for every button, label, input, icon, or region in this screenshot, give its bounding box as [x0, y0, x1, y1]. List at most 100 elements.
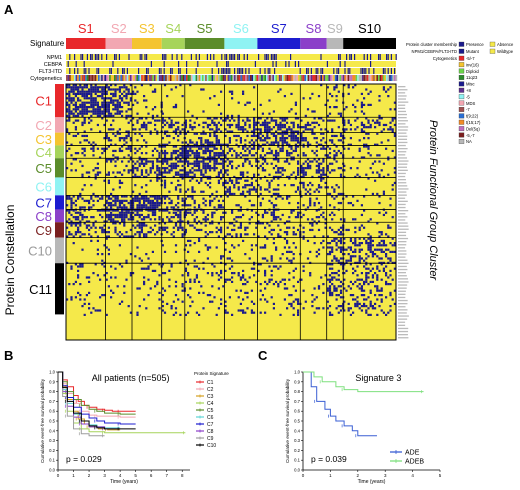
- heat-cell: [331, 134, 334, 138]
- heat-cell: [163, 184, 167, 187]
- heat-cell: [220, 158, 223, 161]
- heat-cell: [322, 132, 325, 135]
- heat-cell: [358, 175, 361, 179]
- annotation-tick: [384, 68, 386, 74]
- heat-cell: [233, 272, 236, 275]
- heat-cell: [220, 231, 223, 234]
- heat-cell: [114, 84, 117, 87]
- heat-cell: [294, 216, 297, 219]
- heat-cell: [112, 204, 115, 207]
- heat-cell: [382, 267, 385, 270]
- heat-cell: [163, 132, 167, 135]
- heat-cell: [174, 294, 178, 297]
- heat-cell: [166, 160, 169, 163]
- heat-cell: [200, 147, 203, 150]
- heat-cell: [367, 92, 370, 95]
- heat-cell: [253, 132, 256, 135]
- heat-cell: [380, 117, 383, 120]
- heat-cell: [184, 147, 187, 150]
- heat-cell: [168, 134, 171, 138]
- heat-cell: [81, 206, 84, 209]
- heat-cell: [371, 171, 374, 174]
- heat-cell: [281, 143, 284, 146]
- heat-cell: [158, 143, 161, 146]
- heat-cell: [103, 88, 106, 91]
- heat-cell: [143, 162, 146, 165]
- heat-cell: [369, 244, 372, 247]
- heat-cell: [66, 84, 69, 87]
- heat-cell: [326, 253, 329, 256]
- cyto-tick: [152, 75, 154, 81]
- heat-cell: [220, 218, 223, 221]
- heat-cell: [354, 175, 357, 179]
- cyto-tick: [230, 75, 233, 81]
- heat-cell: [90, 206, 93, 209]
- annotation-tick: [123, 68, 125, 74]
- cluster-label-c4: C4: [35, 145, 52, 160]
- heat-cell: [279, 265, 282, 268]
- heat-cell: [228, 186, 231, 189]
- heat-cell: [378, 231, 381, 234]
- heat-cell: [367, 132, 370, 135]
- heat-cell: [140, 160, 143, 163]
- heat-cell: [200, 143, 203, 146]
- heat-cell: [68, 132, 71, 135]
- heat-cell: [376, 244, 379, 247]
- heat-cell: [204, 244, 207, 247]
- heat-cell: [72, 283, 75, 286]
- cyto-tick: [75, 75, 78, 81]
- cyto-tick: [389, 75, 391, 81]
- heat-cell: [328, 263, 332, 266]
- heat-cell: [88, 110, 91, 113]
- cyto-tick: [216, 75, 218, 81]
- heat-cell: [202, 175, 205, 179]
- heat-cell: [138, 305, 141, 308]
- annotation-tick: [346, 54, 348, 60]
- annotation-tick: [232, 54, 234, 60]
- heat-cell: [189, 278, 192, 281]
- heat-cell: [92, 224, 95, 227]
- heat-cell: [132, 199, 135, 202]
- heat-cell: [376, 278, 379, 281]
- heat-cell: [358, 248, 361, 251]
- heat-cell: [380, 309, 383, 312]
- heat-cell: [365, 143, 368, 146]
- heat-cell: [380, 294, 383, 297]
- heat-cell: [184, 141, 187, 144]
- heat-cell: [177, 173, 180, 176]
- y-tick-label: 0.9: [294, 379, 300, 384]
- heat-cell: [127, 134, 130, 138]
- cyto-tick: [205, 75, 207, 81]
- heat-cell: [360, 248, 363, 251]
- row-tick: [398, 163, 408, 165]
- heat-cell: [181, 226, 184, 229]
- heat-cell: [343, 278, 346, 281]
- heat-cell: [352, 294, 355, 297]
- heat-cell: [145, 123, 148, 127]
- heat-cell: [158, 274, 161, 277]
- heat-cell: [110, 206, 113, 209]
- cyto-tick: [347, 75, 350, 81]
- heat-cell: [191, 300, 194, 303]
- km-curve-c10: [58, 371, 136, 430]
- heat-cell: [222, 199, 225, 202]
- heat-cell: [68, 97, 71, 100]
- row-tick: [398, 216, 408, 218]
- heat-cell: [259, 139, 262, 142]
- heat-cell: [277, 267, 280, 270]
- heat-cell: [237, 126, 240, 129]
- heat-cell: [266, 259, 269, 262]
- heat-cell: [92, 101, 95, 104]
- heat-cell: [215, 117, 218, 120]
- heat-cell: [224, 190, 227, 193]
- heat-cell: [286, 158, 289, 161]
- heat-cell: [365, 132, 368, 135]
- heat-cell: [92, 112, 95, 115]
- heat-cell: [72, 134, 75, 138]
- heat-cell: [181, 164, 184, 168]
- heat-cell: [255, 244, 258, 247]
- heat-cell: [85, 97, 88, 100]
- heat-cell: [257, 195, 260, 198]
- cluster-label-c7: C7: [35, 195, 52, 210]
- heat-cell: [191, 197, 194, 200]
